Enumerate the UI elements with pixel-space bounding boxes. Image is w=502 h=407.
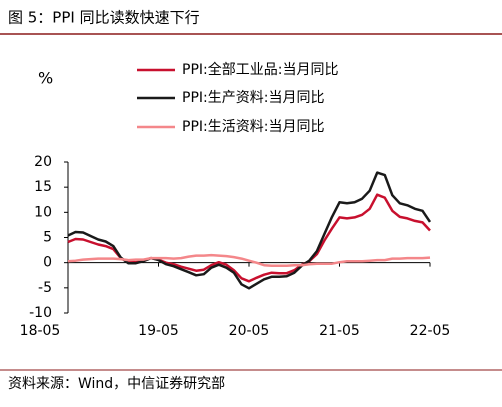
y-tick-label: 5 (43, 230, 52, 246)
x-tick-label: 19-05 (138, 323, 179, 339)
y-tick-label: -5 (38, 280, 52, 296)
y-tick-label: -10 (29, 305, 52, 321)
y-tick-label: 15 (34, 179, 52, 195)
y-axis-label: % (38, 69, 53, 88)
y-tick-label: 10 (34, 204, 52, 220)
chart-title: 图 5：PPI 同比读数快速下行 (8, 9, 200, 27)
legend-label: PPI:全部工业品:当月同比 (182, 61, 338, 78)
x-tick-label: 21-05 (319, 323, 360, 339)
legend-label: PPI:生产资料:当月同比 (182, 90, 324, 106)
x-tick-label: 18-05 (20, 323, 61, 339)
y-tick-label: 20 (34, 154, 52, 170)
y-tick-label: 0 (43, 255, 52, 271)
x-tick-label: 20-05 (229, 323, 270, 339)
source: 资料来源：Wind，中信证券研究部 (8, 376, 225, 392)
legend-label: PPI:生活资料:当月同比 (182, 119, 324, 135)
series-line (67, 171, 432, 290)
series-line (67, 253, 431, 267)
series-line (67, 193, 431, 283)
x-tick-label: 22-05 (410, 323, 451, 339)
